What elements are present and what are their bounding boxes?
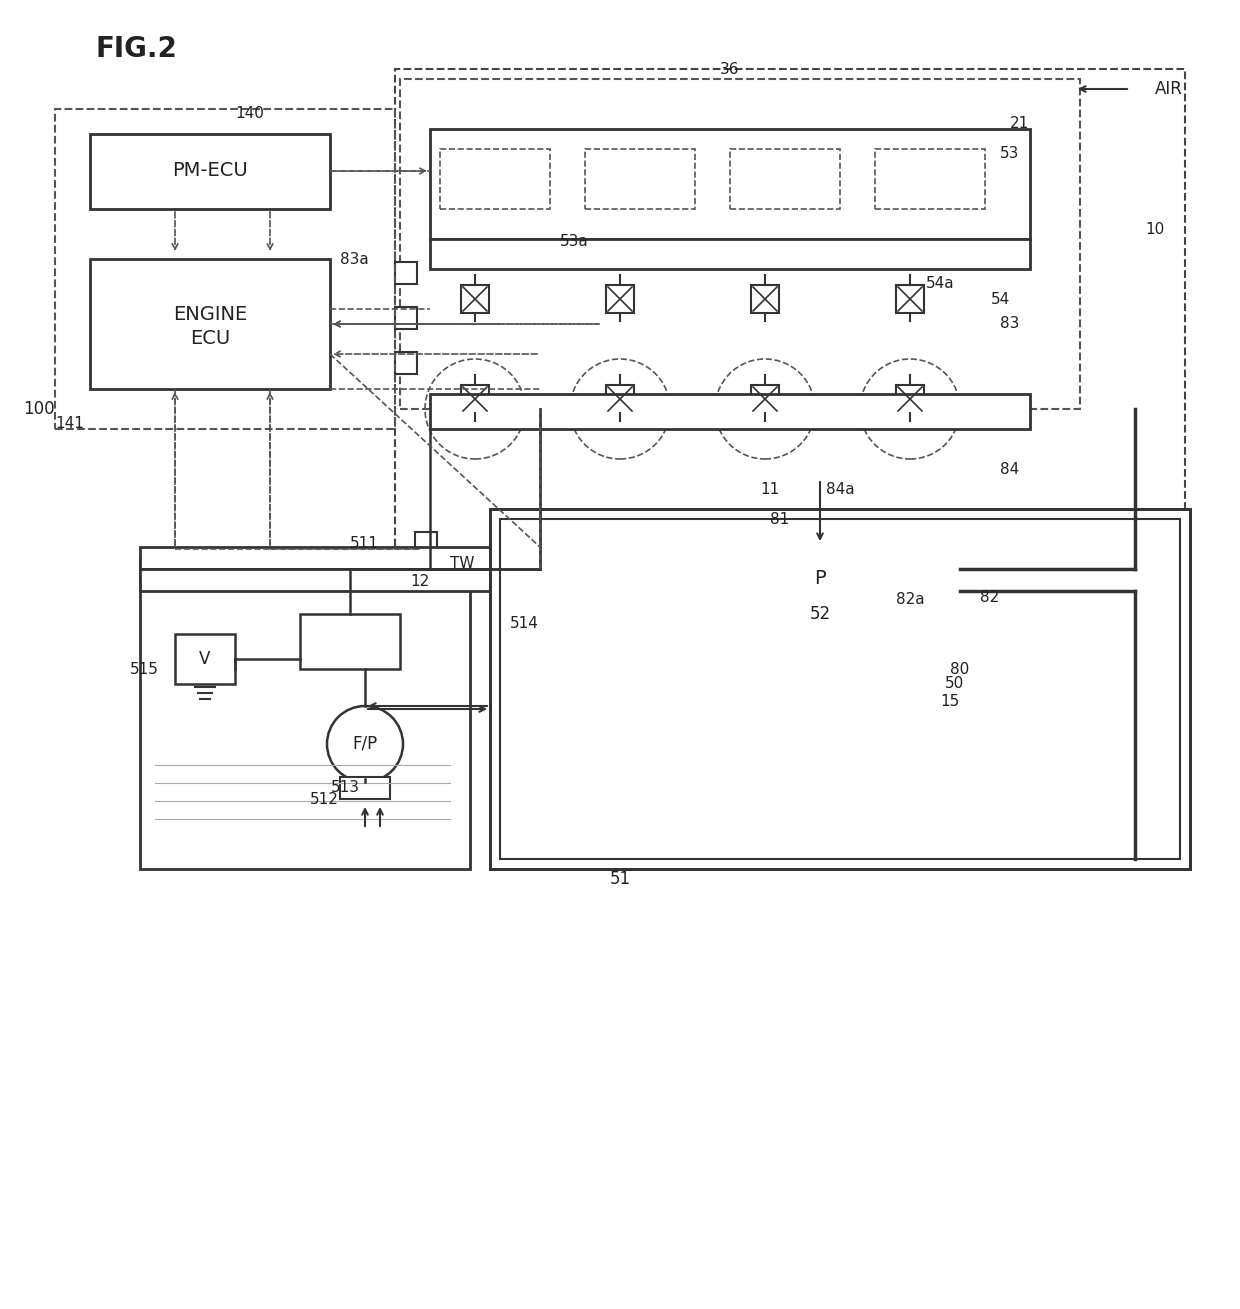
Text: 141: 141	[55, 416, 84, 432]
Text: 82a: 82a	[895, 592, 924, 606]
Bar	[490, 509, 1190, 869]
Bar	[396, 69, 1185, 559]
Bar	[900, 564, 960, 589]
Bar	[751, 285, 779, 313]
Bar	[461, 285, 489, 313]
Bar	[430, 394, 1030, 429]
Text: PM-ECU: PM-ECU	[172, 161, 248, 181]
Text: 54: 54	[991, 292, 1009, 306]
Text: 53: 53	[999, 147, 1019, 161]
Bar	[401, 79, 1080, 408]
Text: ENGINE: ENGINE	[172, 305, 247, 323]
Text: 50: 50	[945, 677, 965, 691]
Bar	[415, 531, 436, 554]
Bar	[430, 130, 1030, 240]
Bar	[140, 547, 999, 569]
Text: 84: 84	[1001, 462, 1019, 476]
Bar	[730, 149, 839, 209]
Bar	[751, 385, 779, 414]
Text: 84a: 84a	[826, 482, 854, 496]
Text: 82: 82	[981, 589, 999, 605]
Text: 512: 512	[310, 792, 339, 806]
Bar	[490, 509, 1190, 869]
Text: 53a: 53a	[560, 233, 589, 249]
Text: F/P: F/P	[352, 734, 378, 753]
Text: 11: 11	[760, 482, 780, 496]
Text: 140: 140	[236, 106, 264, 122]
Bar	[440, 149, 551, 209]
Bar	[91, 259, 330, 389]
Bar	[55, 109, 396, 429]
Text: 83: 83	[1001, 317, 1019, 331]
Text: 515: 515	[130, 661, 159, 677]
Text: 15: 15	[940, 694, 960, 708]
Text: ECU: ECU	[190, 330, 231, 348]
Bar	[91, 134, 330, 209]
Text: 514: 514	[510, 617, 539, 631]
Text: 83a: 83a	[340, 251, 368, 267]
Bar	[396, 308, 417, 329]
Bar	[875, 149, 985, 209]
Text: 21: 21	[1011, 117, 1029, 131]
Text: 52: 52	[810, 605, 831, 623]
Text: 100: 100	[24, 401, 55, 418]
Text: 10: 10	[1145, 221, 1164, 237]
Bar	[396, 262, 417, 284]
Text: 80: 80	[950, 661, 970, 677]
Text: 81: 81	[770, 512, 790, 526]
Bar	[396, 352, 417, 374]
Text: 513: 513	[331, 780, 360, 796]
Text: 36: 36	[720, 62, 739, 76]
Bar	[585, 149, 694, 209]
Bar	[897, 285, 924, 313]
Text: 54a: 54a	[926, 276, 955, 292]
Text: 12: 12	[410, 573, 429, 589]
Bar	[500, 518, 1180, 859]
Text: 511: 511	[350, 537, 379, 551]
Bar	[175, 634, 236, 685]
Text: 51: 51	[609, 870, 631, 888]
Bar	[140, 569, 999, 590]
Bar	[897, 385, 924, 414]
Text: TW: TW	[450, 555, 475, 571]
Bar	[606, 385, 634, 414]
Text: V: V	[200, 651, 211, 668]
Text: AIR: AIR	[1154, 80, 1183, 98]
Bar	[340, 778, 391, 798]
Bar	[430, 240, 1030, 270]
Text: P: P	[815, 569, 826, 589]
Bar	[300, 614, 401, 669]
Bar	[461, 385, 489, 414]
Bar	[140, 559, 470, 869]
Bar	[606, 285, 634, 313]
Text: FIG.2: FIG.2	[95, 35, 177, 63]
